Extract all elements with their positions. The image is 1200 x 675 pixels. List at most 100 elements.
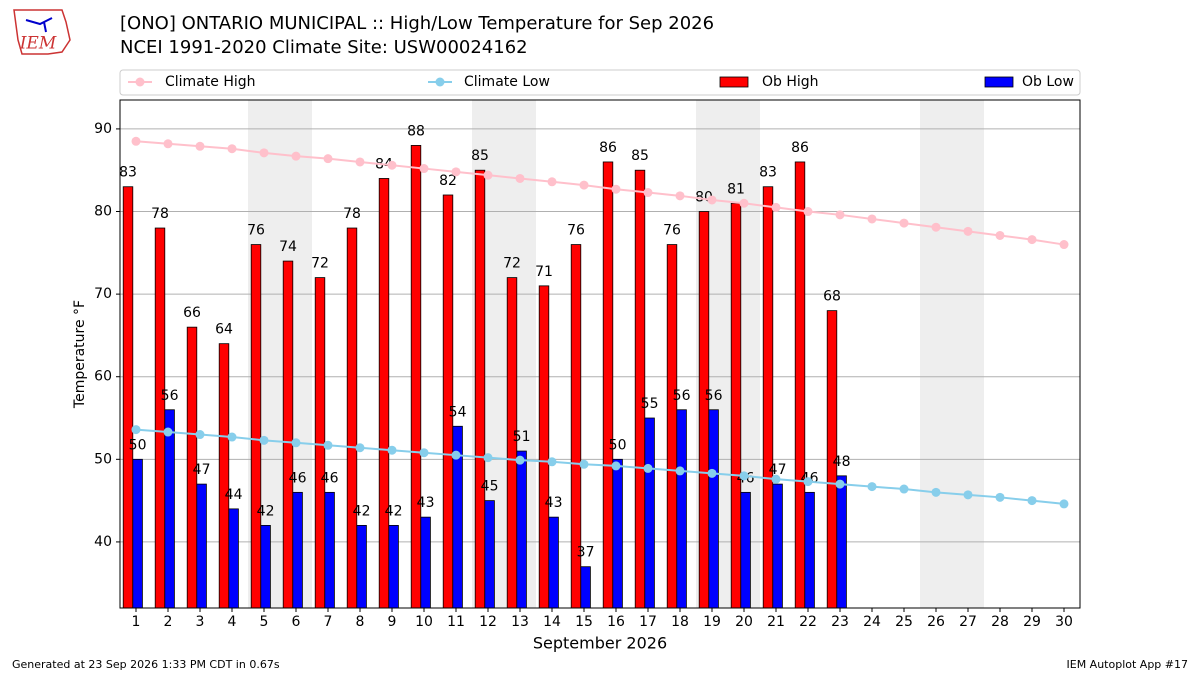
x-tick-label: 7 (324, 614, 333, 630)
x-tick-label: 5 (260, 614, 269, 630)
point (451, 167, 461, 177)
bar (292, 491, 303, 609)
point (515, 173, 525, 183)
bar (132, 458, 143, 609)
data-label: 83 (119, 165, 137, 181)
x-tick-label: 29 (1023, 614, 1041, 630)
bar (634, 169, 646, 609)
bar (228, 508, 239, 609)
x-tick-label: 1 (132, 614, 141, 630)
x-tick-label: 19 (703, 614, 721, 630)
bar (772, 483, 783, 609)
point (451, 450, 461, 460)
data-label: 81 (727, 181, 745, 197)
point (163, 427, 173, 437)
data-label: 50 (609, 437, 627, 453)
point (675, 191, 685, 201)
bar (250, 244, 262, 609)
data-label: 86 (791, 140, 809, 156)
data-label: 47 (193, 462, 211, 478)
bar (602, 161, 614, 609)
data-label: 44 (225, 487, 243, 503)
bar (474, 169, 486, 609)
data-label: 86 (599, 140, 617, 156)
point (579, 459, 589, 469)
bar (548, 516, 559, 609)
data-label: 46 (289, 470, 307, 486)
point (547, 177, 557, 187)
bar (698, 211, 710, 609)
point (1027, 496, 1037, 506)
bar (794, 161, 806, 609)
x-tick-label: 21 (767, 614, 785, 630)
point (739, 198, 749, 208)
data-label: 66 (183, 305, 201, 321)
point (707, 195, 717, 205)
bar (282, 260, 294, 609)
data-label: 56 (161, 388, 179, 404)
point (1059, 499, 1069, 509)
bar (378, 178, 390, 609)
point (963, 226, 973, 236)
point (803, 477, 813, 487)
logo: IEM (13, 9, 71, 55)
point (867, 482, 877, 492)
point (227, 144, 237, 154)
data-label: 54 (449, 404, 467, 420)
data-label: 82 (439, 173, 457, 189)
plot-frame (119, 99, 1081, 609)
point (739, 471, 749, 481)
data-label: 71 (535, 264, 553, 280)
point (323, 154, 333, 164)
bar (420, 516, 431, 609)
data-label: 43 (545, 495, 563, 511)
data-label: 68 (823, 289, 841, 305)
point (131, 136, 141, 146)
point (611, 461, 621, 471)
y-tick-label: 70 (94, 286, 112, 302)
point (931, 487, 941, 497)
data-label: 43 (417, 495, 435, 511)
x-tick-label: 2 (164, 614, 173, 630)
y-tick-label: 90 (94, 121, 112, 137)
line (135, 428, 1065, 505)
point (547, 457, 557, 467)
x-tick-label: 30 (1055, 614, 1073, 630)
data-label: 88 (407, 123, 425, 139)
y-tick-label: 40 (94, 534, 112, 550)
legend-label: Climate High (165, 74, 256, 90)
bar (538, 285, 550, 609)
bar (442, 194, 454, 609)
point (259, 148, 269, 158)
x-tick-label: 12 (479, 614, 497, 630)
data-label: 45 (481, 479, 499, 495)
data-label: 78 (343, 206, 361, 222)
bar (730, 202, 742, 609)
bar (154, 227, 166, 609)
point (355, 157, 365, 167)
data-label: 51 (513, 429, 531, 445)
bar (644, 417, 655, 609)
data-label: 50 (129, 437, 147, 453)
bar (324, 491, 335, 609)
x-tick-label: 26 (927, 614, 945, 630)
line (135, 140, 1065, 246)
point (963, 490, 973, 500)
data-label: 85 (471, 148, 489, 164)
data-label: 76 (663, 223, 681, 239)
bar (388, 524, 399, 609)
legend-label: Ob High (762, 74, 819, 90)
x-axis-label: September 2026 (533, 634, 667, 653)
bar (164, 409, 175, 609)
point (355, 443, 365, 453)
bar (260, 524, 271, 609)
bar (122, 186, 134, 609)
x-tick-label: 24 (863, 614, 881, 630)
point (579, 180, 589, 190)
x-tick-label: 14 (543, 614, 561, 630)
data-label: 76 (247, 223, 265, 239)
point (419, 448, 429, 458)
data-label: 85 (631, 148, 649, 164)
bar (762, 186, 774, 609)
